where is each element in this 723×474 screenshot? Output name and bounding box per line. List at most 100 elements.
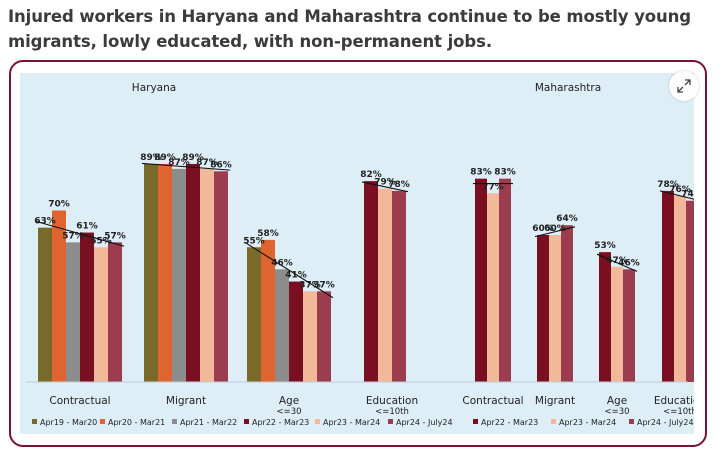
bar: [537, 235, 549, 382]
legend-label: Apr23 - Mar24: [323, 418, 380, 427]
data-label: 46%: [618, 258, 640, 268]
data-label: 58%: [257, 229, 279, 239]
data-label: 78%: [388, 180, 410, 190]
data-label: 70%: [48, 200, 70, 210]
trend-line: [596, 253, 638, 272]
data-label: 89%: [154, 153, 176, 163]
bar: [561, 225, 573, 382]
bar: [200, 168, 214, 382]
headline: Injured workers in Haryana and Maharasht…: [8, 7, 692, 51]
legend-swatch: [100, 419, 105, 424]
bar: [66, 242, 80, 382]
data-label: 57%: [104, 231, 126, 241]
legend-swatch: [315, 419, 320, 424]
data-label: 47%: [606, 256, 628, 266]
bar: [289, 281, 303, 382]
category-label: Education: [654, 395, 694, 407]
bar: [378, 188, 392, 382]
bar: [158, 163, 172, 382]
category-label: <=10th: [663, 407, 694, 417]
legend-swatch: [629, 419, 634, 424]
legend-swatch: [551, 419, 556, 424]
bar: [144, 163, 158, 382]
legend-swatch: [172, 419, 177, 424]
data-label: 79%: [374, 177, 396, 187]
data-label: 78%: [657, 180, 679, 190]
trend-line: [534, 226, 576, 238]
data-label: 57%: [62, 231, 84, 241]
category-label: <=10th: [375, 407, 409, 417]
bar: [611, 266, 623, 382]
legend-swatch: [244, 419, 249, 424]
expand-arrows-icon: [677, 79, 691, 93]
legend-label: Apr21 - Mar22: [180, 418, 237, 427]
bar: [317, 291, 331, 382]
data-label: 37%: [313, 280, 335, 290]
legend-label: Apr20 - Mar21: [108, 418, 165, 427]
data-label: 82%: [360, 170, 382, 180]
legend-swatch: [388, 419, 393, 424]
trend-line: [35, 220, 125, 247]
bar: [364, 181, 378, 382]
data-label: 63%: [34, 217, 56, 227]
bar: [172, 168, 186, 382]
legend-swatch: [473, 419, 478, 424]
data-label: 55%: [243, 236, 265, 246]
bar: [499, 178, 511, 382]
bar: [80, 232, 94, 382]
data-label: 89%: [182, 153, 204, 163]
legend-label: Apr24 - July24: [396, 418, 453, 427]
bar: [549, 235, 561, 382]
data-label: 87%: [168, 158, 190, 168]
category-label: Contractual: [49, 395, 110, 407]
bar: [275, 269, 289, 382]
bar: [392, 190, 406, 382]
data-label: 55%: [90, 236, 112, 246]
data-label: 53%: [594, 241, 616, 251]
bar: [686, 200, 698, 382]
data-label: 87%: [196, 158, 218, 168]
trend-line: [141, 162, 231, 171]
data-label: 61%: [76, 222, 98, 232]
trend-line: [244, 242, 334, 299]
bar: [623, 269, 635, 382]
bar: [599, 252, 611, 382]
data-label: 60%: [544, 224, 566, 234]
bar: [303, 291, 317, 382]
category-label: Education: [366, 395, 418, 407]
category-label: <=30: [276, 407, 301, 417]
legend-label: Apr23 - Mar24: [559, 418, 616, 427]
chart-title-1: Maharashtra: [535, 82, 601, 94]
data-label: 64%: [556, 214, 578, 224]
data-label: 89%: [140, 153, 162, 163]
data-label: 46%: [271, 258, 293, 268]
bar: [186, 163, 200, 382]
expand-button[interactable]: [669, 71, 699, 101]
bar: [475, 178, 487, 382]
data-label: 76%: [669, 185, 691, 195]
data-label: 37%: [299, 280, 321, 290]
trend-line: [659, 190, 701, 202]
data-label: 60%: [532, 224, 554, 234]
bar: [38, 227, 52, 382]
legend-swatch: [32, 419, 37, 424]
bar: [674, 195, 686, 382]
bar: [487, 193, 499, 382]
bar: [662, 190, 674, 382]
legend-label: Apr22 - Mar23: [481, 418, 538, 427]
chart-title-0: Haryana: [132, 82, 176, 94]
bar: [261, 239, 275, 382]
category-label: <=30: [604, 407, 629, 417]
data-label: 77%: [482, 182, 504, 192]
data-label: 86%: [210, 160, 232, 170]
data-label: 41%: [285, 271, 307, 281]
data-label: 83%: [494, 168, 516, 178]
trend-line: [361, 181, 409, 193]
bar: [94, 247, 108, 382]
category-label: Contractual: [462, 395, 523, 407]
chart-frame: Haryana 63% 70% 57% 61% 55% 57% Contractual 89% 8…: [9, 60, 707, 447]
category-label: Age: [607, 395, 627, 407]
data-label: 83%: [470, 168, 492, 178]
category-label: Age: [279, 395, 299, 407]
category-label: Migrant: [166, 395, 206, 407]
